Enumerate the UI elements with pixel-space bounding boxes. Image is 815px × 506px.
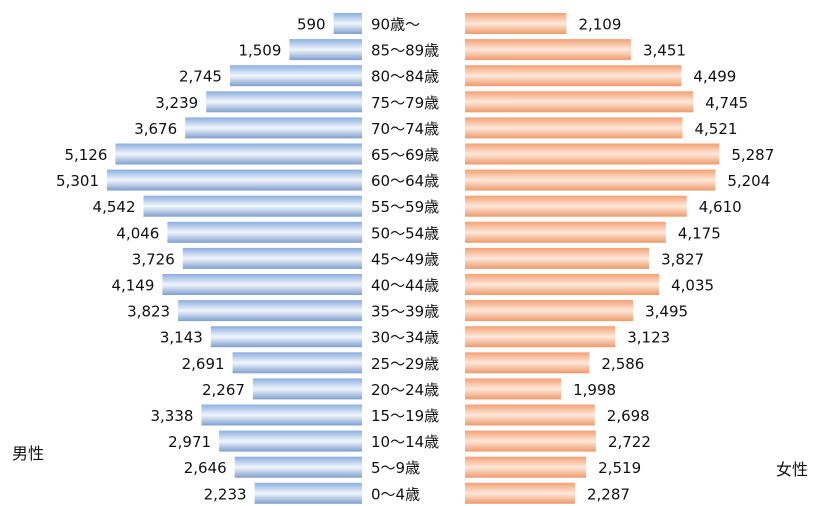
age-group-label: 35～39歳 <box>371 303 439 321</box>
female-value-label: 4,175 <box>678 224 721 242</box>
male-value-label: 3,143 <box>160 329 203 347</box>
male-value-label: 4,046 <box>116 224 159 242</box>
male-bar <box>229 65 362 87</box>
male-bar <box>254 482 362 504</box>
female-bar <box>465 352 590 374</box>
male-value-label: 2,233 <box>204 485 247 503</box>
female-value-label: 4,521 <box>694 120 737 138</box>
male-value-label: 2,267 <box>202 381 245 399</box>
age-group-label: 5～9歳 <box>371 459 420 477</box>
male-bar <box>333 13 362 34</box>
age-group-label: 75～79歳 <box>371 94 439 112</box>
male-value-label: 2,646 <box>184 459 227 477</box>
male-bar <box>206 91 362 113</box>
female-value-label: 3,495 <box>645 303 688 321</box>
female-value-label: 4,499 <box>693 68 736 86</box>
female-value-label: 1,998 <box>573 381 616 399</box>
female-bar <box>465 117 683 139</box>
male-value-label: 3,239 <box>155 94 198 112</box>
female-bar <box>465 143 720 165</box>
male-bar <box>162 274 362 295</box>
female-bar <box>465 456 587 478</box>
age-group-label: 50～54歳 <box>371 224 439 242</box>
female-bar <box>465 274 660 295</box>
age-group-label: 20～24歳 <box>371 381 439 399</box>
male-bar <box>107 169 362 191</box>
male-bar <box>178 300 362 322</box>
female-value-label: 5,204 <box>727 172 770 190</box>
male-bar <box>210 326 362 348</box>
age-group-label: 40～44歳 <box>371 277 439 295</box>
male-bar <box>219 430 362 452</box>
female-axis-label: 女性 <box>776 460 809 479</box>
male-bar <box>115 143 363 165</box>
female-value-label: 2,109 <box>578 16 621 34</box>
female-value-label: 2,287 <box>587 485 630 503</box>
male-value-label: 3,338 <box>150 407 193 425</box>
age-group-label: 90歳～ <box>371 16 420 34</box>
age-group-label: 30～34歳 <box>371 329 439 347</box>
age-group-label: 70～74歳 <box>371 120 439 138</box>
male-value-label: 5,126 <box>64 146 107 164</box>
male-bar <box>182 247 362 269</box>
female-bar <box>465 482 576 504</box>
female-value-label: 2,722 <box>608 433 651 451</box>
female-value-label: 2,586 <box>601 355 644 373</box>
female-bar <box>465 378 562 400</box>
female-bar <box>465 326 616 348</box>
age-group-label: 15～19歳 <box>371 407 439 425</box>
female-value-label: 2,519 <box>598 459 641 477</box>
male-bar <box>289 39 362 61</box>
female-value-label: 4,035 <box>671 277 714 295</box>
male-value-label: 2,691 <box>182 355 225 373</box>
female-bar <box>465 430 596 452</box>
male-value-label: 4,149 <box>111 277 154 295</box>
male-value-label: 3,823 <box>127 303 170 321</box>
male-bar <box>185 117 362 139</box>
female-bar <box>465 13 567 34</box>
female-value-label: 3,451 <box>643 42 686 60</box>
age-group-label: 10～14歳 <box>371 433 439 451</box>
male-value-label: 3,726 <box>132 250 175 268</box>
male-bar <box>167 221 362 243</box>
age-group-label: 80～84歳 <box>371 68 439 86</box>
male-value-label: 2,971 <box>168 433 211 451</box>
male-value-label: 4,542 <box>93 198 136 216</box>
male-bar <box>201 404 362 426</box>
male-value-label: 3,676 <box>134 120 177 138</box>
age-group-label: 85～89歳 <box>371 42 439 60</box>
female-value-label: 3,123 <box>627 329 670 347</box>
female-value-label: 4,610 <box>699 198 742 216</box>
age-group-label: 55～59歳 <box>371 198 439 216</box>
female-value-label: 2,698 <box>607 407 650 425</box>
male-axis-label: 男性 <box>12 444 45 463</box>
female-bar <box>465 195 687 217</box>
male-value-label: 5,301 <box>56 172 99 190</box>
age-group-label: 45～49歳 <box>371 250 439 268</box>
male-bar <box>234 456 362 478</box>
male-bar <box>252 378 362 400</box>
female-bar <box>465 169 716 191</box>
male-value-label: 2,745 <box>179 68 222 86</box>
male-value-label: 1,509 <box>238 42 281 60</box>
female-bar <box>465 65 682 87</box>
age-group-label: 25～29歳 <box>371 355 439 373</box>
male-bar <box>232 352 362 374</box>
age-group-label: 65～69歳 <box>371 146 439 164</box>
female-bar <box>465 247 650 269</box>
female-value-label: 5,287 <box>731 146 774 164</box>
female-bar <box>465 91 694 113</box>
female-value-label: 4,745 <box>705 94 748 112</box>
male-bar <box>143 195 362 217</box>
female-bar <box>465 404 595 426</box>
female-bar <box>465 39 632 61</box>
age-group-label: 0～4歳 <box>371 485 420 503</box>
female-value-label: 3,827 <box>661 250 704 268</box>
male-value-label: 590 <box>297 16 326 34</box>
female-bar <box>465 300 634 322</box>
female-bar <box>465 221 666 243</box>
age-group-label: 60～64歳 <box>371 172 439 190</box>
